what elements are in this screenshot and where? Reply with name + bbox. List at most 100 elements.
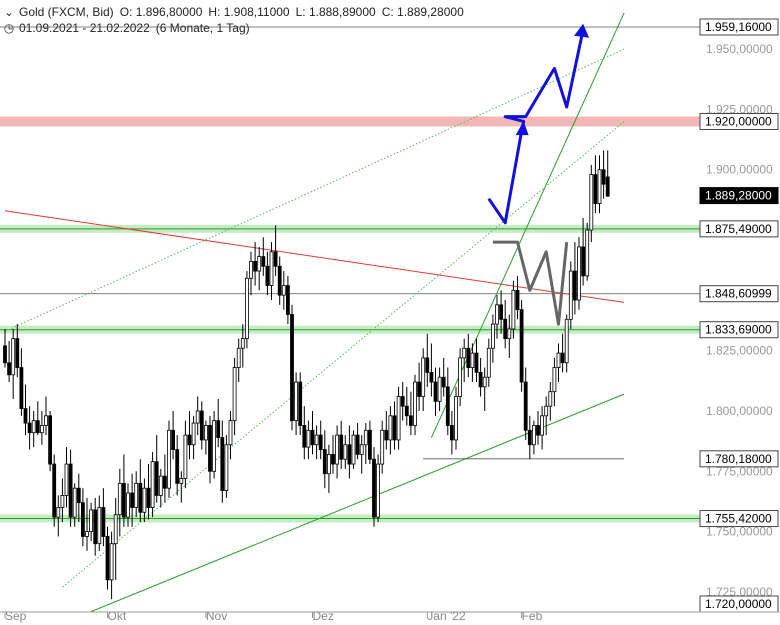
candle-body	[589, 174, 594, 231]
candle-body	[335, 434, 340, 465]
candle-body	[384, 429, 389, 441]
candle-body	[126, 492, 130, 518]
candle-body	[331, 454, 335, 465]
candle-body	[392, 415, 397, 441]
candle-body	[93, 509, 98, 545]
candle-body	[232, 367, 237, 422]
candle-body	[220, 437, 225, 492]
candle-body	[339, 434, 344, 460]
candle-body	[261, 256, 266, 267]
candle-body	[532, 425, 536, 446]
candle-body	[265, 265, 270, 286]
candle-body	[191, 422, 196, 446]
candle-body	[35, 420, 40, 434]
candle-body	[130, 492, 135, 508]
candle-body	[216, 420, 221, 438]
candle-body	[208, 425, 212, 472]
candle-body	[56, 507, 61, 518]
candle-body	[552, 367, 557, 393]
candle-body	[162, 475, 167, 489]
candle-body	[310, 429, 315, 446]
candle-body	[536, 425, 540, 436]
candle-body	[363, 429, 368, 446]
price-label: 1.780,18000	[705, 452, 772, 466]
candle-body	[240, 338, 245, 349]
price-label: 1.833,69000	[705, 323, 772, 337]
candle-body	[326, 454, 331, 475]
dotted-trendline	[62, 121, 625, 588]
candle-body	[183, 434, 188, 479]
candle-body	[273, 251, 278, 267]
candle-body	[499, 304, 504, 320]
candle-body	[527, 429, 532, 446]
candle-body	[154, 461, 159, 496]
candle-body	[64, 463, 69, 496]
y-tick-label: 1.725,00000	[706, 585, 773, 599]
x-tick-label: Feb	[522, 609, 543, 623]
candle-body	[470, 352, 475, 368]
candle-body	[269, 251, 274, 286]
candle-body	[515, 289, 520, 311]
x-tick-label: Okt	[108, 609, 127, 623]
candle-body	[511, 289, 516, 330]
candle-body	[89, 509, 93, 533]
x-tick-label: Nov	[206, 609, 227, 623]
candle-body	[605, 176, 610, 197]
candle-body	[109, 543, 114, 581]
candle-body	[27, 422, 32, 434]
candle-body	[433, 381, 438, 402]
candle-body	[285, 285, 290, 315]
bullish-arrowhead	[574, 23, 590, 38]
candle-body	[367, 429, 372, 460]
candle-body	[445, 386, 450, 426]
candle-body	[495, 304, 499, 325]
price-label-box	[699, 510, 779, 528]
candle-body	[195, 410, 200, 424]
candle-body	[577, 246, 581, 301]
candle-body	[593, 174, 598, 204]
candle-body	[117, 482, 122, 516]
candle-body	[31, 420, 36, 434]
candle-body	[417, 381, 422, 397]
candle-body	[429, 371, 434, 383]
bullish-arrowhead	[515, 121, 529, 136]
chevron-down-icon[interactable]: ⌄	[3, 5, 15, 19]
candle-body	[306, 429, 311, 448]
x-tick-label: Jan '22	[427, 609, 466, 623]
candle-body	[281, 285, 286, 296]
candle-body	[396, 396, 401, 441]
downtrend-trendline	[4, 210, 625, 303]
candle-body	[388, 415, 393, 441]
candle-body	[454, 396, 458, 441]
candle-body	[19, 367, 24, 409]
candle-body	[601, 169, 606, 185]
candle-body	[105, 536, 110, 581]
candle-body	[519, 309, 524, 383]
candle-body	[253, 261, 258, 272]
bullish-projection-path	[487, 29, 585, 225]
candle-body	[277, 265, 282, 296]
candle-body	[400, 396, 405, 407]
candle-body	[314, 434, 319, 446]
candle-body	[244, 277, 249, 340]
price-label-box	[699, 321, 779, 339]
candle-body	[7, 362, 11, 376]
candle-body	[421, 357, 426, 397]
candle-body	[302, 425, 307, 448]
candle-body	[146, 487, 151, 508]
candle-body	[486, 347, 491, 378]
candle-body	[60, 495, 65, 508]
candle-body	[249, 261, 253, 279]
candle-body	[462, 347, 467, 359]
candle-body	[466, 347, 471, 368]
price-label-box	[699, 220, 779, 238]
candle-body	[482, 376, 487, 388]
candle-body	[540, 415, 544, 436]
resistance-zone	[0, 116, 700, 127]
instrument-name: Gold (FXCM, Bid)	[19, 5, 114, 19]
price-label: 1.889,28000	[705, 189, 772, 203]
y-tick-label: 1.900,00000	[706, 163, 773, 177]
price-label: 1.720,00000	[705, 597, 772, 611]
candle-body	[441, 376, 446, 388]
